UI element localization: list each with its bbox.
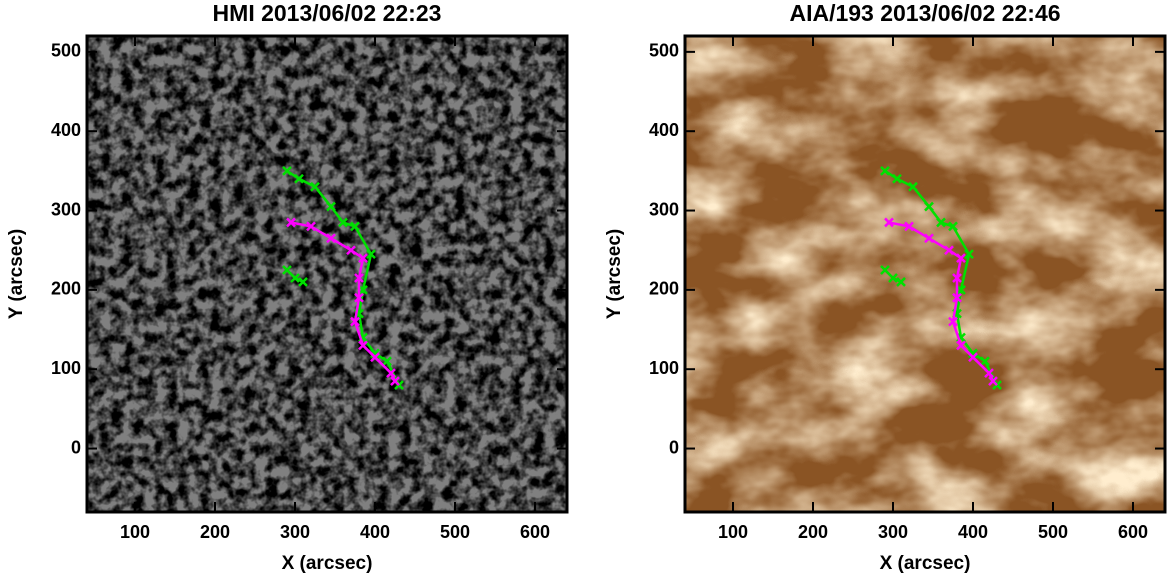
x-tick-label: 100 <box>718 522 748 542</box>
x-tick-label: 500 <box>440 522 470 542</box>
trace-marker <box>952 273 962 283</box>
y-tick-label: 100 <box>649 358 679 378</box>
x-tick-label: 600 <box>1118 522 1148 542</box>
y-tick-label: 200 <box>649 279 679 299</box>
image-texture <box>87 36 567 512</box>
x-tick-label: 600 <box>520 522 550 542</box>
y-axis-label: Y (arcsec) <box>6 229 27 320</box>
x-tick-label: 100 <box>120 522 150 542</box>
trace-marker <box>880 265 890 275</box>
trace-marker <box>908 181 918 192</box>
y-tick-label: 300 <box>51 199 81 219</box>
y-tick-label: 200 <box>51 279 81 299</box>
trace-marker <box>338 217 348 228</box>
y-tick-label: 500 <box>51 41 81 61</box>
x-tick-label: 200 <box>798 522 828 542</box>
plot-frame <box>683 34 1167 514</box>
trace-marker <box>354 273 364 283</box>
trace-marker <box>326 201 336 212</box>
x-tick-label: 300 <box>280 522 310 542</box>
trace-marker <box>358 340 368 351</box>
trace-marker <box>346 245 356 256</box>
trace-marker <box>294 173 304 184</box>
trace-marker <box>956 253 966 264</box>
y-tick-label: 0 <box>71 437 81 457</box>
x-tick-label: 500 <box>1038 522 1068 542</box>
trace-marker <box>884 217 894 228</box>
trace-marker <box>358 253 368 264</box>
chart-title: HMI 2013/06/02 22:23 <box>213 0 442 26</box>
y-tick-label: 0 <box>669 437 679 457</box>
x-axis-label: X (arcsec) <box>880 553 971 574</box>
trace-marker <box>290 273 300 283</box>
trace-marker <box>386 368 396 379</box>
trace-marker <box>956 284 966 295</box>
trace-marker <box>892 173 902 184</box>
trace-marker <box>936 217 946 228</box>
trace-marker <box>306 221 316 232</box>
x-tick-label: 200 <box>200 522 230 542</box>
trace-marker <box>924 233 934 244</box>
trace-marker <box>944 245 954 256</box>
y-tick-label: 400 <box>51 120 81 140</box>
trace-marker <box>366 249 376 260</box>
y-tick-label: 100 <box>51 358 81 378</box>
y-tick-label: 500 <box>649 41 679 61</box>
trace-marker <box>326 233 336 244</box>
y-tick-label: 400 <box>649 120 679 140</box>
plot-frame <box>85 34 569 514</box>
trace-marker <box>924 201 934 212</box>
trace-marker <box>952 292 962 303</box>
x-axis-label: X (arcsec) <box>282 553 373 574</box>
trace-marker <box>298 277 308 287</box>
y-axis-label: Y (arcsec) <box>604 229 625 320</box>
trace-marker <box>980 356 990 367</box>
trace-marker <box>286 217 296 228</box>
chart-title: AIA/193 2013/06/02 22:46 <box>789 0 1060 26</box>
trace-marker <box>948 221 958 232</box>
trace-marker <box>350 221 360 232</box>
trace-marker <box>354 292 364 303</box>
trace-marker <box>896 277 906 287</box>
x-tick-label: 400 <box>360 522 390 542</box>
trace-marker <box>370 352 380 363</box>
trace-marker <box>904 221 914 232</box>
trace-marker <box>390 376 400 386</box>
trace-marker <box>880 165 890 176</box>
x-tick-label: 400 <box>958 522 988 542</box>
y-tick-label: 300 <box>649 199 679 219</box>
trace-marker <box>964 249 974 260</box>
trace-marker <box>948 316 958 327</box>
trace-marker <box>968 352 978 363</box>
trace-marker <box>282 265 292 275</box>
trace-marker <box>956 340 966 351</box>
trace-marker <box>984 368 994 379</box>
x-tick-label: 300 <box>878 522 908 542</box>
trace-marker <box>888 273 898 283</box>
image-texture <box>685 36 1165 512</box>
trace-marker <box>358 284 368 295</box>
trace-marker <box>350 316 360 327</box>
trace-marker <box>382 356 392 367</box>
trace-marker <box>988 376 998 386</box>
trace-marker <box>282 165 292 176</box>
trace-marker <box>310 181 320 192</box>
